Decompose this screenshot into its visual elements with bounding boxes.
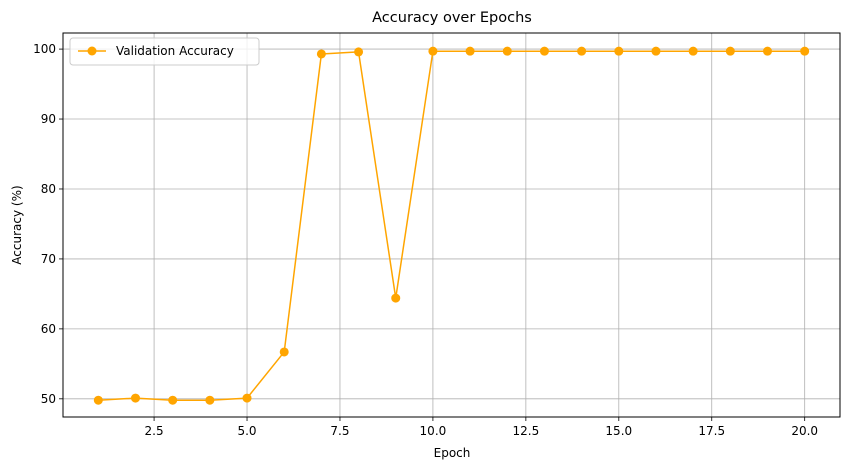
y-tick-label: 90 xyxy=(41,112,56,126)
y-axis-ticks: 50 60 70 80 90 100 xyxy=(33,42,63,406)
data-point xyxy=(577,46,587,56)
data-point xyxy=(502,46,512,56)
data-point xyxy=(205,395,215,405)
data-point xyxy=(465,46,475,56)
data-point xyxy=(242,393,252,403)
data-point xyxy=(93,395,103,405)
data-point xyxy=(316,49,326,59)
data-point xyxy=(354,47,364,57)
legend: Validation Accuracy xyxy=(69,37,260,66)
legend-entry-label: Validation Accuracy xyxy=(116,44,234,58)
x-tick-label: 10.0 xyxy=(420,424,447,438)
y-tick-label: 60 xyxy=(41,322,56,336)
data-point xyxy=(539,46,549,56)
legend-box xyxy=(69,37,260,66)
data-point xyxy=(168,395,178,405)
x-tick-label: 5.0 xyxy=(237,424,256,438)
y-axis-label: Accuracy (%) xyxy=(10,185,24,264)
data-point xyxy=(391,293,401,303)
data-point xyxy=(130,393,140,403)
x-tick-label: 7.5 xyxy=(330,424,349,438)
data-point xyxy=(651,46,661,56)
data-point xyxy=(725,46,735,56)
data-point xyxy=(614,46,624,56)
x-tick-label: 12.5 xyxy=(512,424,539,438)
plot-frame xyxy=(62,32,841,418)
data-point xyxy=(688,46,698,56)
chart-title: Accuracy over Epochs xyxy=(372,10,532,26)
series-line xyxy=(98,50,805,401)
data-point xyxy=(428,46,438,56)
y-tick-label: 50 xyxy=(41,392,56,406)
grid-lines xyxy=(63,33,840,417)
x-tick-label: 15.0 xyxy=(605,424,632,438)
x-tick-label: 20.0 xyxy=(791,424,818,438)
legend-marker-sample xyxy=(87,46,97,56)
data-point xyxy=(763,46,773,56)
y-tick-label: 70 xyxy=(41,252,56,266)
y-tick-label: 100 xyxy=(33,42,56,56)
y-tick-label: 80 xyxy=(41,182,56,196)
x-tick-label: 17.5 xyxy=(698,424,725,438)
data-point xyxy=(800,46,810,56)
x-axis-ticks: 2.5 5.0 7.5 10.0 12.5 15.0 17.5 20.0 xyxy=(145,417,818,438)
x-tick-label: 2.5 xyxy=(145,424,164,438)
series-layer xyxy=(93,46,810,405)
x-axis-label: Epoch xyxy=(434,446,471,460)
data-point xyxy=(279,347,289,357)
